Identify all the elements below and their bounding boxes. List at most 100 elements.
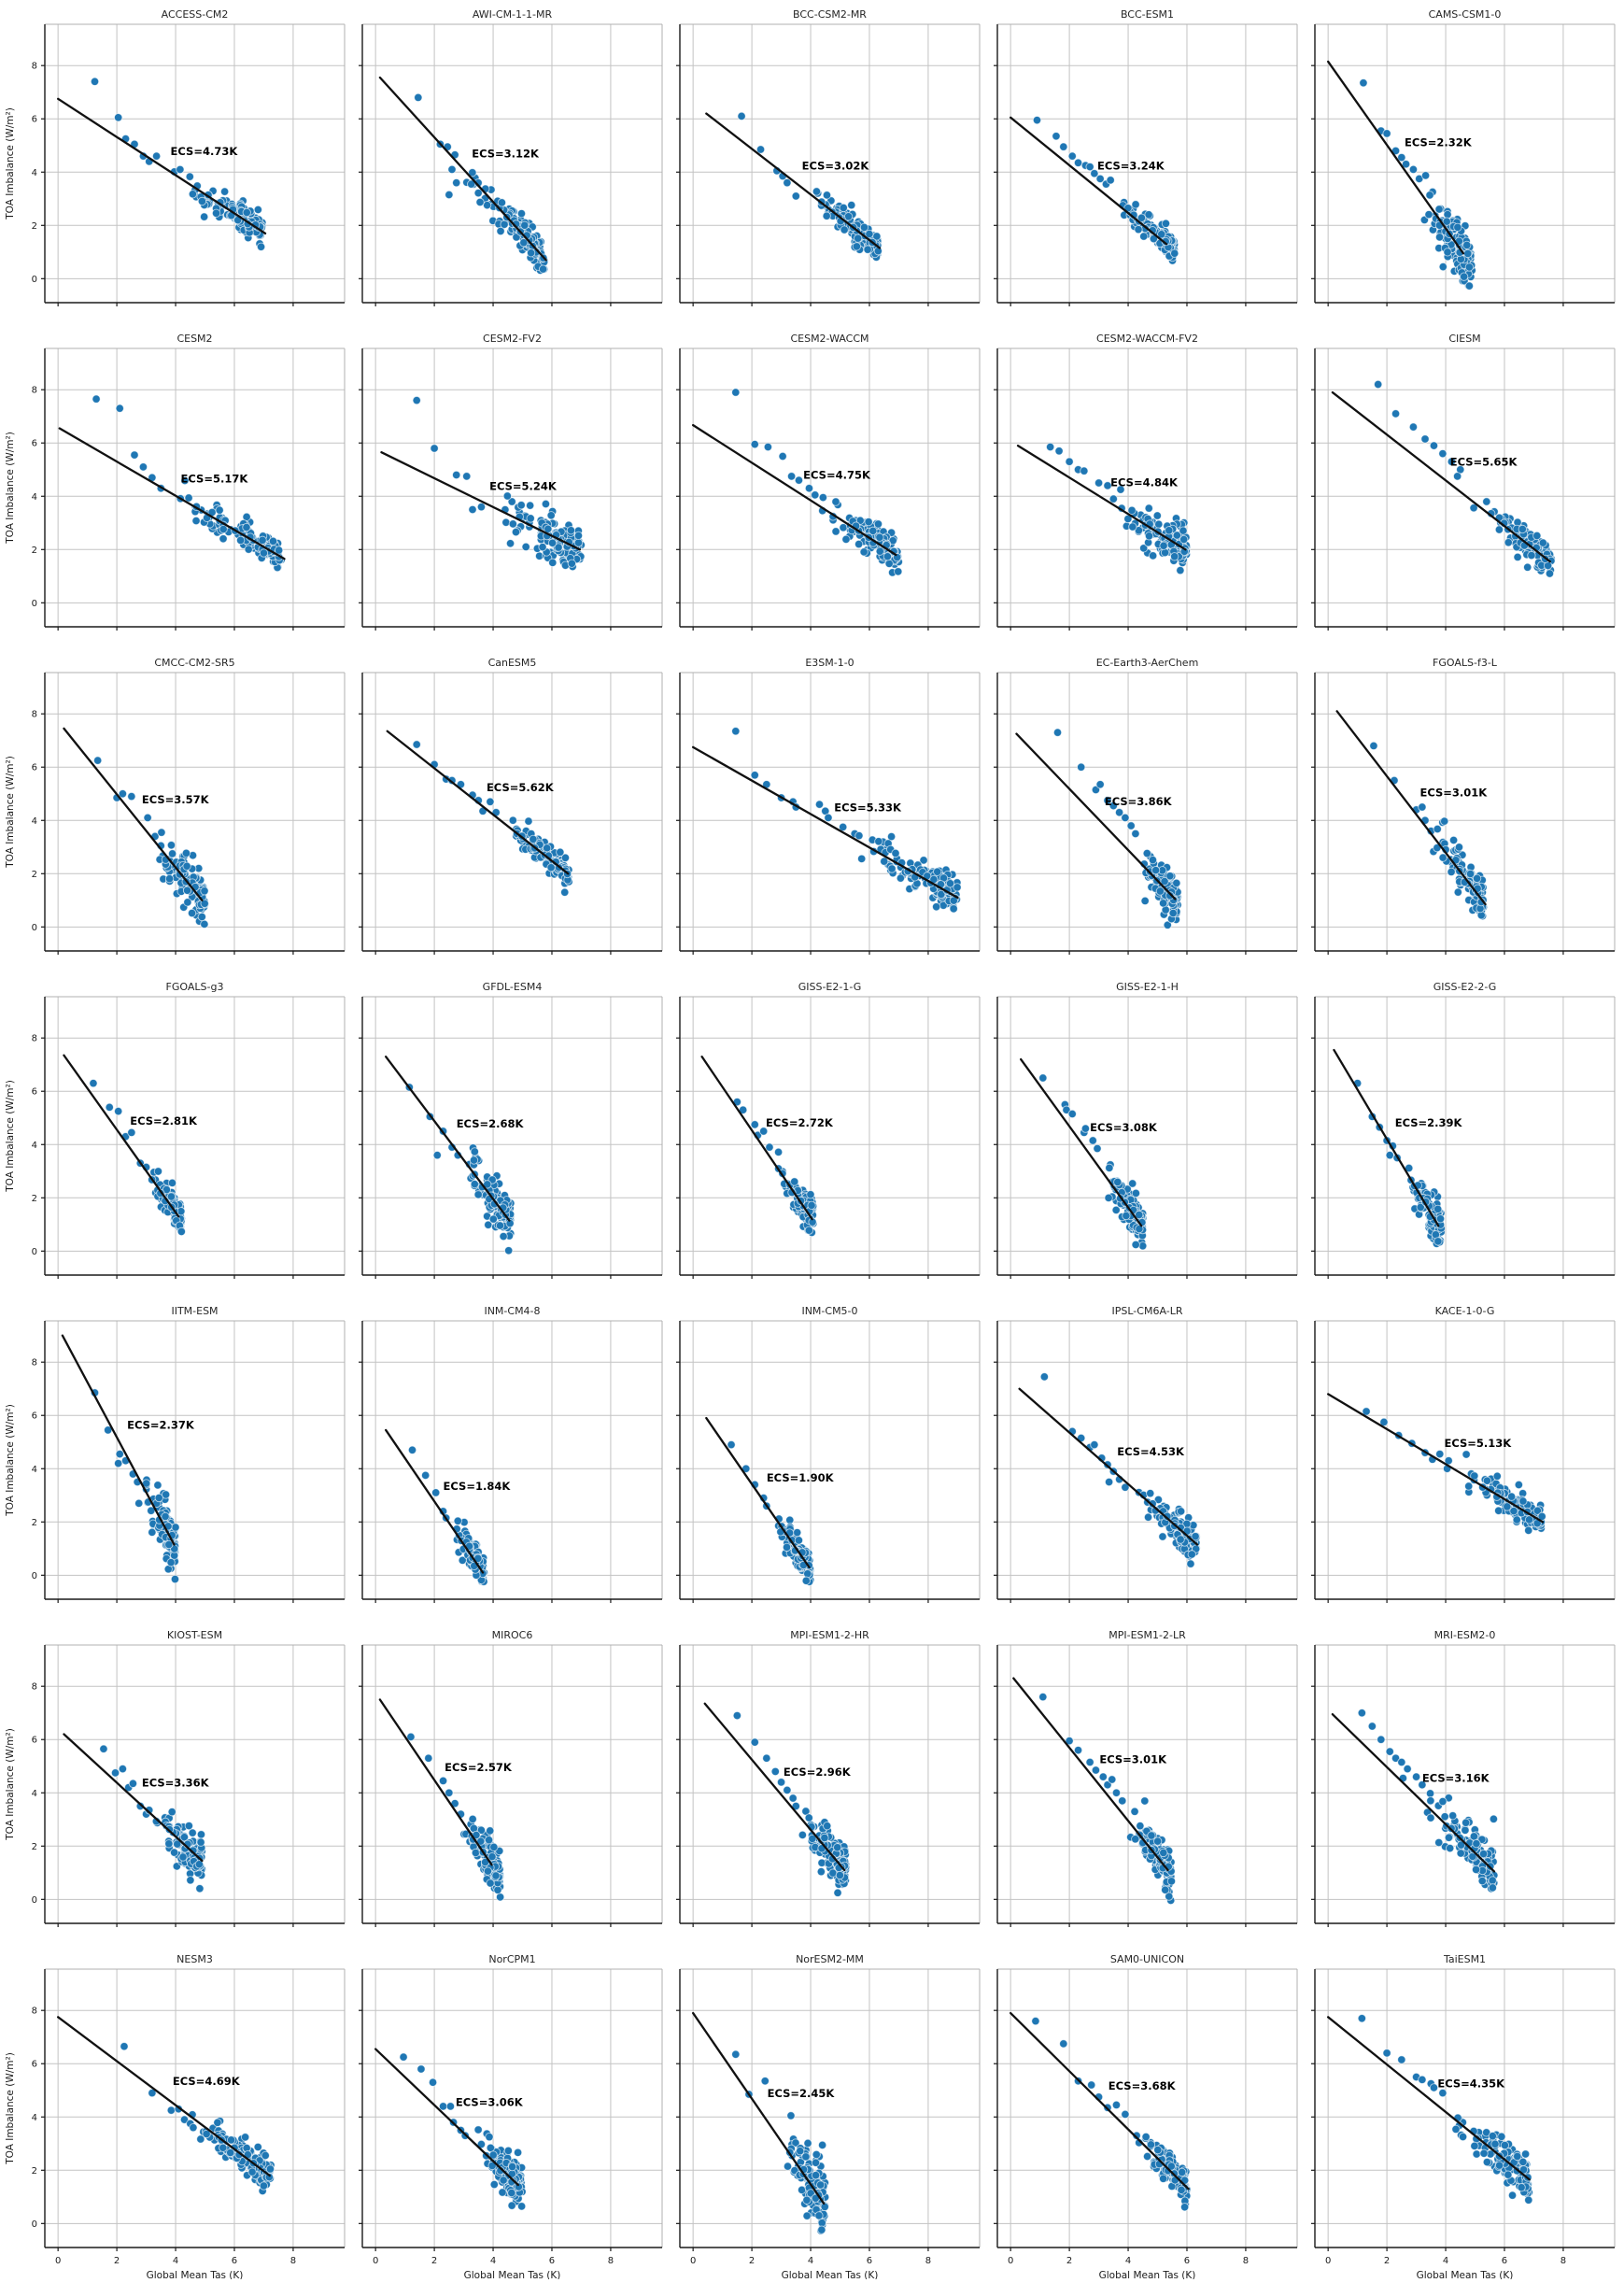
y-tick-label: 8	[32, 1358, 37, 1368]
y-axis-label: TOA Imbalance (W/m²)	[5, 1728, 16, 1841]
subplot-title: IITM-ESM	[171, 1305, 218, 1317]
y-tick-label: 8	[32, 2006, 37, 2017]
y-tick-label: 8	[32, 1682, 37, 1693]
data-point	[527, 249, 534, 257]
data-point	[1409, 423, 1417, 431]
data-point	[498, 199, 505, 206]
data-point	[91, 78, 98, 85]
data-point	[812, 188, 820, 195]
grid-lines	[997, 1321, 1297, 1599]
grid-lines	[1315, 1321, 1615, 1599]
data-point	[106, 1103, 113, 1111]
data-point	[114, 1107, 121, 1114]
x-axis-label: Global Mean Tas (K)	[147, 2270, 244, 2279]
data-point	[1094, 1144, 1101, 1152]
subplot-title: FGOALS-f3-L	[1433, 657, 1498, 669]
fit-line	[388, 731, 569, 874]
data-point	[448, 165, 456, 173]
data-point	[1524, 563, 1532, 571]
grid-lines	[362, 1645, 662, 1923]
data-point	[182, 849, 190, 857]
data-point	[1360, 79, 1367, 87]
ecs-annotation: ECS=3.57K	[142, 793, 210, 806]
grid-lines	[680, 1321, 980, 1599]
data-point	[1145, 211, 1152, 219]
ecs-annotation: ECS=4.53K	[1117, 1445, 1185, 1458]
ecs-annotation: ECS=5.17K	[181, 472, 249, 485]
data-point	[1453, 473, 1461, 480]
data-point	[1123, 1212, 1130, 1219]
data-point	[257, 243, 264, 250]
data-point	[1086, 1758, 1094, 1765]
data-point	[1177, 566, 1184, 574]
data-point	[1473, 1839, 1480, 1847]
data-point	[1080, 467, 1088, 475]
data-point	[805, 1227, 812, 1234]
y-tick-label: 4	[32, 1789, 37, 1799]
x-tick-label: 6	[232, 2256, 237, 2266]
data-point	[848, 201, 855, 208]
data-point	[832, 528, 840, 535]
subplot-title: MRI-ESM2-0	[1434, 1629, 1496, 1641]
y-tick-label: 4	[32, 816, 37, 827]
data-point	[1167, 1878, 1175, 1885]
ecs-annotation: ECS=4.69K	[173, 2075, 241, 2088]
data-point	[812, 491, 819, 499]
data-point	[823, 212, 830, 220]
data-point	[574, 532, 582, 539]
data-point	[807, 1191, 814, 1198]
data-point	[763, 1754, 770, 1762]
data-point	[1454, 888, 1462, 896]
data-point	[120, 2042, 128, 2049]
data-point	[189, 1829, 196, 1836]
data-point	[266, 2165, 274, 2173]
data-point	[168, 850, 176, 858]
grid-lines	[362, 673, 662, 951]
data-point	[154, 1482, 162, 1489]
data-point	[1092, 1766, 1099, 1774]
data-point	[1068, 1110, 1076, 1117]
data-point	[1433, 825, 1441, 832]
data-point	[1493, 1472, 1501, 1480]
data-point	[791, 1178, 798, 1185]
data-point	[1091, 1440, 1098, 1448]
data-point	[953, 884, 961, 891]
data-point	[445, 191, 453, 198]
data-point	[823, 1822, 830, 1829]
fit-line	[1328, 62, 1463, 253]
data-point	[1386, 1748, 1393, 1755]
data-point	[1398, 1758, 1405, 1765]
y-tick-label: 4	[32, 492, 37, 503]
data-point	[1430, 442, 1437, 449]
data-point	[738, 112, 745, 120]
data-point	[805, 1814, 812, 1822]
ecs-annotation: ECS=4.73K	[171, 145, 239, 158]
data-point	[875, 838, 883, 845]
data-point	[116, 1450, 123, 1457]
data-point	[764, 443, 771, 450]
data-point	[219, 2144, 227, 2151]
subplot-title: KACE-1-0-G	[1435, 1305, 1495, 1317]
fit-line	[1334, 1050, 1438, 1226]
data-point	[1074, 159, 1081, 166]
subplot-title: MPI-ESM1-2-LR	[1109, 1629, 1186, 1641]
data-point	[897, 874, 904, 882]
data-point	[1052, 133, 1060, 140]
data-point	[784, 178, 791, 186]
data-point	[1462, 1819, 1469, 1826]
scatter-points	[1360, 79, 1476, 291]
data-point	[1444, 248, 1451, 256]
data-point	[521, 221, 529, 229]
data-point	[197, 1838, 205, 1846]
data-point	[1391, 410, 1399, 418]
data-point	[1478, 1877, 1486, 1884]
data-point	[186, 173, 193, 180]
